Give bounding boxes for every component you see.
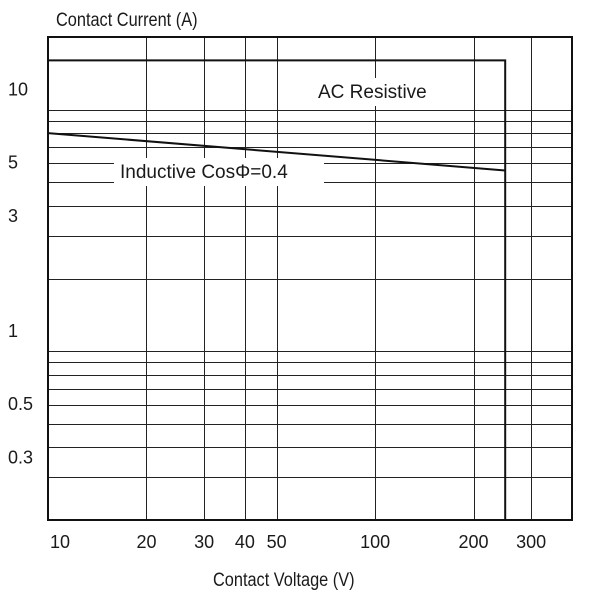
annotation-label: AC Resistive [318, 82, 427, 103]
tick-labels: 10 20 30 40 50 100 200 300 0.3 0.5 1 3 5 10 [8, 80, 546, 552]
grid [48, 37, 572, 520]
x-axis-label: Contact Voltage (V) [213, 569, 355, 590]
series-line-1 [47, 132, 506, 172]
annotation-label: Inductive CosΦ=0.4 [120, 162, 288, 183]
y-tick-label: 10 [8, 80, 28, 100]
y-tick-label: 5 [8, 152, 18, 172]
annotation-bg [114, 158, 324, 186]
plot-frame [47, 36, 573, 521]
y-tick-label: 0.5 [8, 394, 33, 414]
x-tick-label: 50 [267, 532, 287, 552]
y-tick-label: 1 [8, 321, 18, 341]
y-tick-label: 3 [8, 206, 18, 226]
series-line-0 [48, 59, 507, 520]
series-layer [47, 59, 507, 520]
x-tick-label: 30 [194, 532, 214, 552]
x-tick-label: 40 [235, 532, 255, 552]
y-tick-label: 0.3 [8, 448, 33, 468]
x-tick-label: 100 [360, 532, 390, 552]
annotations: AC Resistive Inductive CosΦ=0.4 [114, 78, 452, 186]
x-tick-label: 300 [516, 532, 546, 552]
y-axis-label: Contact Current (A) [56, 9, 198, 30]
x-tick-label: 20 [136, 532, 156, 552]
annotation-bg [312, 78, 452, 106]
x-tick-label: 10 [50, 532, 70, 552]
x-tick-label: 200 [458, 532, 488, 552]
